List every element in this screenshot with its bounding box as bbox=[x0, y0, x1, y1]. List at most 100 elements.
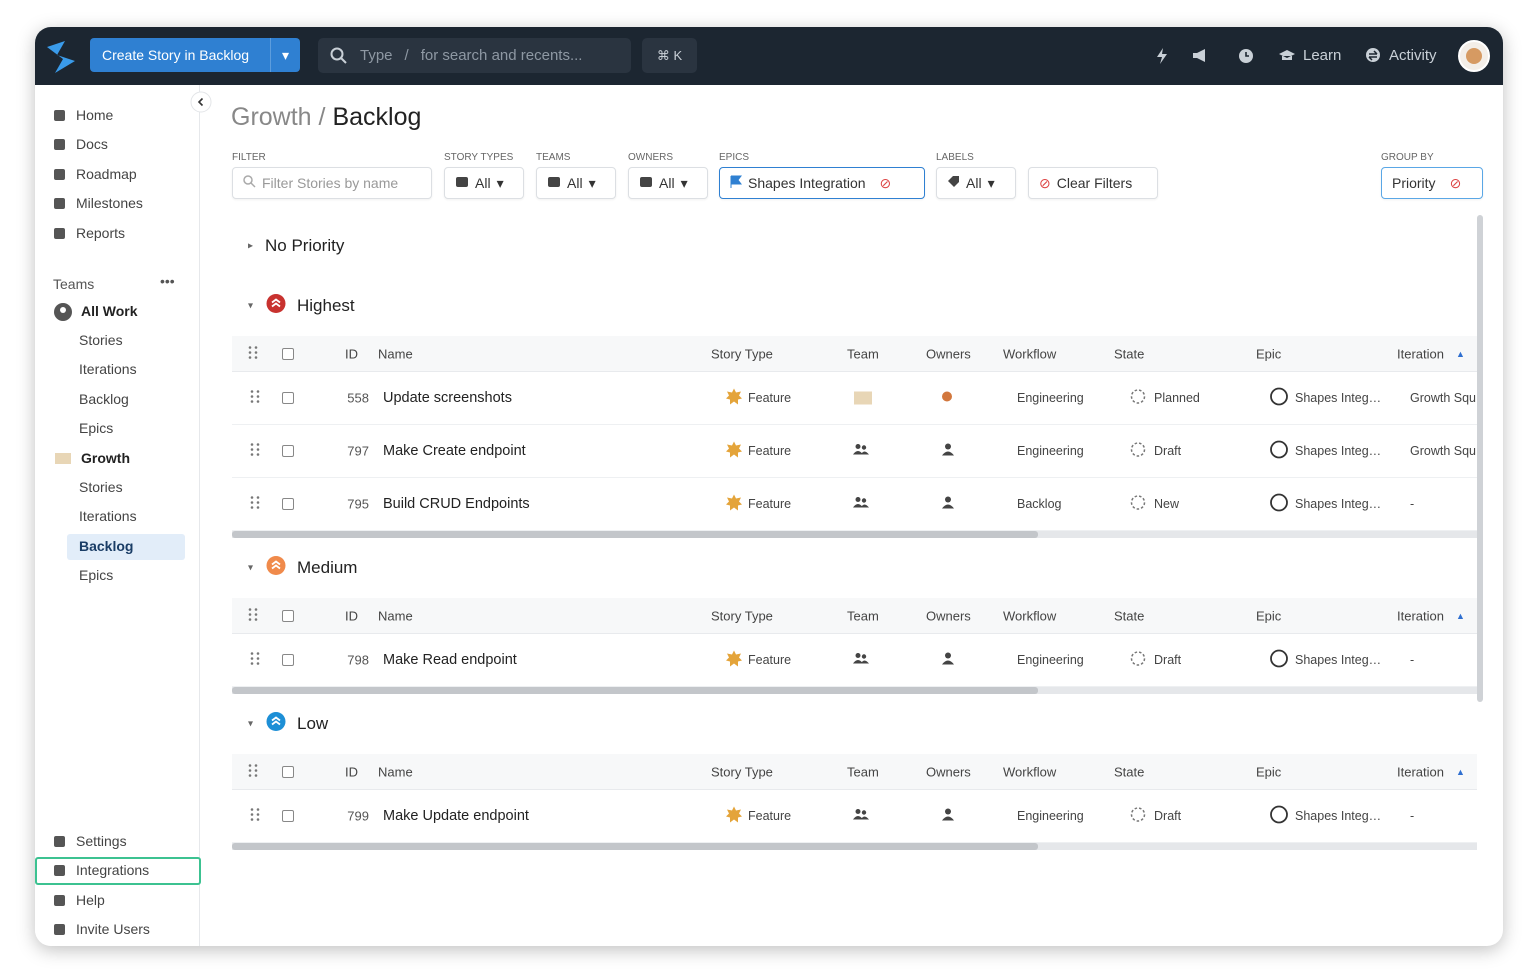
column-header[interactable]: Owners bbox=[926, 608, 971, 623]
team-link[interactable]: Epics bbox=[79, 420, 114, 437]
story-row[interactable]: 797 Make Create endpoint Feature Engineerin… bbox=[232, 425, 1477, 478]
group-header[interactable]: ▾ Highest bbox=[232, 276, 1477, 336]
nav-link[interactable]: Roadmap bbox=[76, 166, 137, 182]
column-header[interactable]: ID bbox=[345, 346, 358, 361]
avatar[interactable] bbox=[1458, 40, 1490, 72]
footer-link[interactable]: Settings bbox=[76, 833, 127, 849]
story-name[interactable]: Make Create endpoint bbox=[383, 443, 526, 459]
search-box[interactable]: Type / for search and recents... bbox=[318, 38, 631, 73]
filter-input[interactable]: Filter Stories by name bbox=[232, 167, 432, 199]
column-header[interactable]: Iteration bbox=[1397, 764, 1444, 779]
column-header[interactable]: Name bbox=[378, 346, 413, 361]
team-link[interactable]: Stories bbox=[79, 479, 123, 495]
nav-link[interactable]: Home bbox=[76, 107, 114, 123]
nav-link[interactable]: Reports bbox=[76, 225, 126, 241]
clear-filters[interactable]: ⊘ Clear Filters bbox=[1028, 167, 1158, 199]
column-header[interactable]: State bbox=[1114, 764, 1145, 779]
column-header[interactable]: State bbox=[1114, 608, 1145, 623]
footer-link[interactable]: Integrations bbox=[76, 862, 150, 878]
nav-link[interactable]: Docs bbox=[76, 136, 108, 152]
group-header[interactable]: ▾ Medium bbox=[232, 538, 1477, 598]
team-name[interactable]: All Work bbox=[81, 303, 138, 319]
epic-filter[interactable]: Shapes Integration ⊘ bbox=[719, 167, 925, 199]
select-all[interactable] bbox=[282, 347, 294, 360]
column-header[interactable]: Workflow bbox=[1003, 764, 1057, 779]
team-link[interactable]: Iterations bbox=[79, 508, 137, 525]
story-name[interactable]: Build CRUD Endpoints bbox=[383, 496, 530, 512]
column-header[interactable]: State bbox=[1114, 346, 1145, 361]
column-header[interactable]: Epic bbox=[1256, 764, 1282, 779]
column-header[interactable]: Name bbox=[378, 608, 413, 623]
column-header[interactable]: Iteration bbox=[1397, 346, 1444, 361]
story-row[interactable]: 798 Make Read endpoint Feature Engineering D… bbox=[232, 634, 1477, 687]
column-header[interactable]: Story Type bbox=[711, 346, 773, 361]
page-title: Backlog bbox=[332, 103, 422, 131]
row-checkbox[interactable] bbox=[282, 810, 294, 822]
epic-icon bbox=[730, 175, 742, 191]
learn-link[interactable]: Learn bbox=[1303, 47, 1342, 64]
filter-dropdown[interactable]: All ▾ bbox=[536, 167, 616, 199]
labels-filter[interactable]: All ▾ bbox=[936, 167, 1016, 199]
row-cell: 797 bbox=[347, 443, 369, 459]
team-link[interactable]: Backlog bbox=[79, 390, 129, 407]
scroll-thumb bbox=[232, 687, 1038, 694]
story-name[interactable]: Update screenshots bbox=[383, 390, 512, 406]
row-cell: Backlog bbox=[1017, 497, 1062, 511]
column-header[interactable]: Name bbox=[378, 764, 413, 779]
column-header[interactable]: ID bbox=[345, 608, 358, 623]
collapse-button[interactable] bbox=[190, 91, 212, 113]
row-checkbox[interactable] bbox=[282, 654, 294, 666]
selected-bg bbox=[67, 533, 185, 560]
activity-link[interactable]: Activity bbox=[1389, 47, 1437, 64]
select-all[interactable] bbox=[282, 765, 294, 778]
create-story-label: Create Story in Backlog bbox=[102, 47, 250, 63]
epic-icon bbox=[1269, 493, 1289, 516]
story-row[interactable]: 799 Make Update endpoint Feature Engineerin… bbox=[232, 790, 1477, 843]
group-by[interactable]: Priority ⊘ bbox=[1381, 167, 1483, 199]
table-header: ID Name Story Type Team Owners Workflow State E… bbox=[232, 336, 1477, 372]
column-header[interactable]: Team bbox=[847, 608, 879, 623]
column-header[interactable]: Team bbox=[847, 764, 879, 779]
nav-link[interactable]: Milestones bbox=[76, 195, 143, 211]
team-icon bbox=[853, 652, 869, 669]
row-checkbox[interactable] bbox=[282, 498, 294, 510]
filter-label: FILTER bbox=[232, 152, 266, 163]
create-dropdown[interactable]: ▾ bbox=[270, 38, 300, 72]
column-header[interactable]: Story Type bbox=[711, 764, 773, 779]
column-header[interactable]: Epic bbox=[1256, 608, 1282, 623]
team-link[interactable]: Epics bbox=[79, 567, 114, 584]
column-header[interactable]: Team bbox=[847, 346, 879, 361]
story-row[interactable]: 558 Update screenshots Feature Engineering P… bbox=[232, 372, 1477, 425]
column-header[interactable]: Owners bbox=[926, 764, 971, 779]
column-header[interactable]: Workflow bbox=[1003, 608, 1057, 623]
team-icon bbox=[853, 808, 869, 825]
story-row[interactable]: 795 Build CRUD Endpoints Feature Backlog New… bbox=[232, 478, 1477, 531]
team-link[interactable]: Backlog bbox=[79, 537, 134, 554]
column-header[interactable]: ID bbox=[345, 764, 358, 779]
team-name[interactable]: Growth bbox=[81, 450, 130, 466]
column-header[interactable]: Workflow bbox=[1003, 346, 1057, 361]
row-checkbox[interactable] bbox=[282, 392, 294, 404]
footer-link[interactable]: Invite Users bbox=[76, 921, 150, 937]
shortcut: ⌘ K bbox=[642, 38, 697, 73]
team-link[interactable]: Iterations bbox=[79, 361, 137, 378]
column-header[interactable]: Iteration bbox=[1397, 608, 1444, 623]
group-header[interactable]: ▸ No Priority bbox=[232, 216, 1477, 276]
column-header[interactable]: Story Type bbox=[711, 608, 773, 623]
row-checkbox[interactable] bbox=[282, 445, 294, 457]
dropdown-icon bbox=[639, 175, 653, 191]
team-link[interactable]: Stories bbox=[79, 332, 123, 348]
search-icon bbox=[243, 175, 256, 191]
story-name[interactable]: Make Read endpoint bbox=[383, 652, 517, 668]
label-icon bbox=[947, 175, 960, 191]
story-name[interactable]: Make Update endpoint bbox=[383, 808, 529, 824]
footer-link[interactable]: Help bbox=[76, 892, 105, 908]
filter-dropdown[interactable]: All ▾ bbox=[628, 167, 708, 199]
clear-epic[interactable]: ⊘ bbox=[879, 174, 892, 191]
select-all[interactable] bbox=[282, 609, 294, 622]
filter-dropdown[interactable]: All ▾ bbox=[444, 167, 524, 199]
column-header[interactable]: Owners bbox=[926, 346, 971, 361]
column-header[interactable]: Epic bbox=[1256, 346, 1282, 361]
group-header[interactable]: ▾ Low bbox=[232, 694, 1477, 754]
create-story-button[interactable]: Create Story in Backlog ▾ bbox=[90, 38, 300, 72]
